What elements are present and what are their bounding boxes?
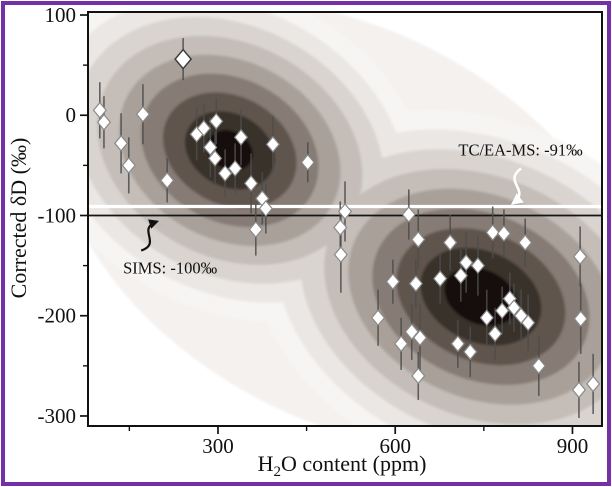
data-point bbox=[394, 335, 409, 353]
data-point bbox=[487, 325, 503, 343]
data-point bbox=[114, 134, 129, 152]
data-point bbox=[385, 273, 400, 291]
data-point bbox=[513, 307, 529, 325]
data-point bbox=[571, 381, 587, 399]
plot-frame bbox=[87, 11, 603, 427]
data-point bbox=[412, 329, 428, 347]
x-tick-label: 900 bbox=[557, 434, 589, 458]
data-point bbox=[506, 299, 522, 317]
y-tick-label: -100 bbox=[38, 203, 77, 227]
data-point bbox=[459, 254, 474, 272]
data-point bbox=[573, 248, 588, 266]
data-point bbox=[300, 153, 315, 171]
data-point bbox=[333, 219, 348, 236]
data-point bbox=[470, 257, 486, 275]
data-point bbox=[411, 367, 426, 385]
data-point bbox=[495, 302, 510, 320]
data-point bbox=[453, 267, 468, 285]
data-point-open bbox=[174, 48, 193, 70]
y-tick-label: 0 bbox=[66, 103, 77, 127]
data-point bbox=[258, 200, 273, 217]
annotation-label-1: SIMS: -100‰ bbox=[123, 259, 217, 278]
data-point bbox=[531, 357, 546, 375]
data-point bbox=[433, 270, 448, 288]
data-point bbox=[496, 225, 512, 242]
y-tick-label: 100 bbox=[45, 3, 77, 27]
data-point bbox=[443, 234, 458, 251]
data-point bbox=[485, 224, 500, 241]
x-tick-label: 300 bbox=[202, 434, 234, 458]
data-point bbox=[217, 164, 233, 182]
axes: Corrected δD (‰) H2O content (ppm) 100 0 -… bbox=[6, 3, 603, 480]
data-point bbox=[401, 206, 416, 223]
data-point bbox=[463, 343, 478, 361]
data-point bbox=[135, 105, 151, 123]
data-point bbox=[411, 231, 426, 248]
data-point bbox=[160, 171, 175, 189]
data-point bbox=[196, 119, 211, 137]
y-tick-label: -300 bbox=[38, 404, 77, 428]
data-point bbox=[243, 174, 259, 192]
data-point bbox=[518, 234, 533, 251]
annotation-label-0: TC/EA-MS: -91‰ bbox=[458, 140, 583, 159]
data-point bbox=[333, 246, 348, 264]
annotation-arrow-0 bbox=[510, 167, 524, 205]
data-point bbox=[121, 156, 136, 174]
data-point bbox=[248, 221, 263, 238]
data-point bbox=[92, 101, 107, 119]
data-point bbox=[337, 203, 353, 220]
data-point bbox=[450, 335, 465, 353]
y-axis-title: Corrected δD (‰) bbox=[6, 138, 31, 299]
annotation-arrow-1 bbox=[140, 219, 159, 252]
x-tick-label: 600 bbox=[379, 434, 411, 458]
data-point bbox=[265, 135, 281, 153]
data-point bbox=[203, 138, 218, 156]
data-point bbox=[233, 128, 249, 146]
data-point bbox=[586, 375, 601, 393]
data-point bbox=[521, 314, 536, 332]
data-point bbox=[228, 159, 243, 177]
x-axis-title: H2O content (ppm) bbox=[258, 451, 427, 480]
data-point bbox=[96, 113, 112, 131]
data-point bbox=[408, 275, 423, 293]
data-point bbox=[207, 149, 223, 167]
data-point bbox=[209, 112, 224, 130]
y-tick-label: -200 bbox=[38, 304, 77, 328]
data-point bbox=[371, 309, 386, 327]
data-points bbox=[92, 48, 601, 399]
data-point bbox=[479, 309, 494, 327]
data-point bbox=[573, 310, 588, 328]
annotations: TC/EA-MS: -91‰ SIMS: -100‰ bbox=[123, 140, 583, 277]
